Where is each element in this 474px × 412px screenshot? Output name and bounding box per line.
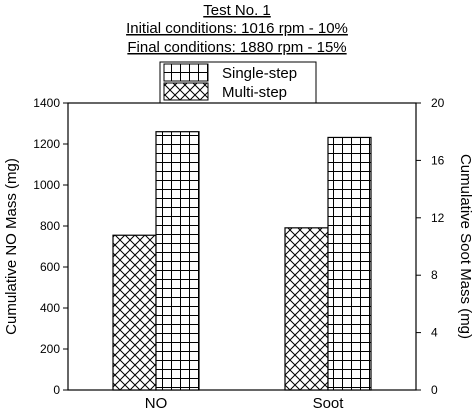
chart-title-line-3: Final conditions: 1880 rpm - 15% xyxy=(127,39,346,56)
plot-area xyxy=(67,102,417,391)
right-tick-label-0: 0 xyxy=(431,383,438,397)
right-tick-label-3: 12 xyxy=(431,211,445,225)
left-tick-label-5: 1000 xyxy=(33,178,60,192)
left-tick-label-3: 600 xyxy=(40,260,60,274)
category-label-no: NO xyxy=(145,395,168,412)
left-tick-label-4: 800 xyxy=(40,219,60,233)
category-label-soot: Soot xyxy=(313,395,345,412)
left-tick-label-2: 400 xyxy=(40,301,60,315)
right-tick-label-4: 16 xyxy=(431,153,445,167)
left-tick-label-1: 200 xyxy=(40,342,60,356)
bar-no-multi-step xyxy=(112,234,157,391)
bars xyxy=(112,131,372,391)
bar-no-single-step xyxy=(155,131,200,391)
right-axis-title: Cumulative Soot Mass (mg) xyxy=(457,154,474,339)
chart-title-line-2: Initial conditions: 1016 rpm - 10% xyxy=(126,20,348,37)
x-axis: NO Soot xyxy=(145,395,345,412)
left-tick-label-7: 1400 xyxy=(33,96,60,110)
legend-swatch-1 xyxy=(163,63,209,82)
right-tick-label-2: 8 xyxy=(431,268,438,282)
left-tick-label-0: 0 xyxy=(53,383,60,397)
bar-soot-multi-step xyxy=(284,227,329,391)
legend-swatch-2 xyxy=(163,82,209,101)
right-tick-label-1: 4 xyxy=(431,326,438,340)
plot-frame xyxy=(67,102,417,391)
legend-label-1: Single-step xyxy=(222,65,297,82)
legend: Single-step Multi-step xyxy=(159,61,317,104)
right-y-axis: 0 4 8 12 16 20 Cumulative Soot Mass (mg) xyxy=(416,96,474,397)
left-axis-title: Cumulative NO Mass (mg) xyxy=(3,158,20,335)
right-tick-label-5: 20 xyxy=(431,96,445,110)
legend-label-2: Multi-step xyxy=(222,84,287,101)
bar-soot-single-step xyxy=(327,136,372,391)
left-tick-label-6: 1200 xyxy=(33,137,60,151)
chart-title-line-1: Test No. 1 xyxy=(203,2,271,19)
left-y-axis: 0 200 400 600 800 1000 1200 1400 Cumulative NO M… xyxy=(3,96,68,397)
